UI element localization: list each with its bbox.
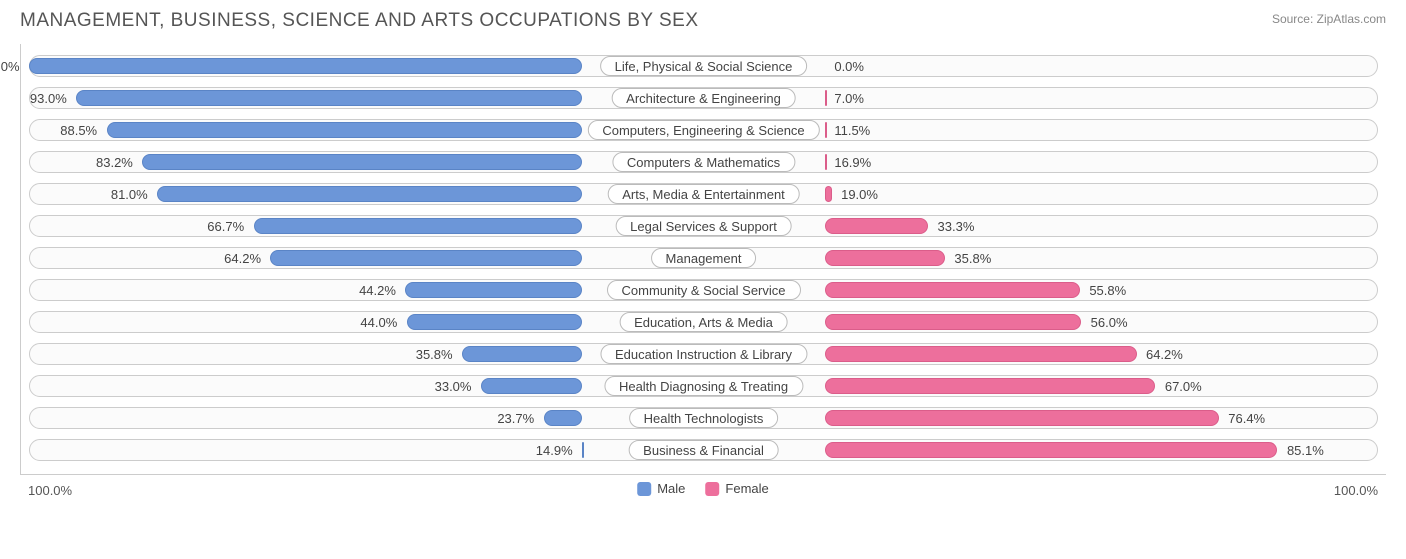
male-bar: [544, 410, 582, 426]
female-bar: [825, 250, 945, 266]
male-value: 88.5%: [60, 116, 97, 144]
female-bar: [825, 378, 1156, 394]
male-bar: [254, 218, 582, 234]
category-label: Legal Services & Support: [615, 216, 792, 236]
female-value: 11.5%: [834, 116, 870, 144]
category-label: Computers & Mathematics: [612, 152, 795, 172]
male-bar: [157, 186, 582, 202]
chart-row: Community & Social Service 44.2% 55.8%: [29, 276, 1378, 304]
category-label: Health Diagnosing & Treating: [604, 376, 803, 396]
female-value: 33.3%: [938, 212, 975, 240]
female-bar: [825, 154, 827, 170]
female-bar: [825, 442, 1278, 458]
category-label: Community & Social Service: [607, 280, 801, 300]
category-label: Arts, Media & Entertainment: [607, 184, 800, 204]
chart-area: Life, Physical & Social Science100.0%0.0…: [20, 44, 1386, 475]
chart-row: Computers & Mathematics 83.2% 16.9%: [29, 148, 1378, 176]
legend-male-label: Male: [657, 481, 685, 496]
chart-row: Management 64.2% 35.8%: [29, 244, 1378, 272]
chart-title: MANAGEMENT, BUSINESS, SCIENCE AND ARTS O…: [20, 10, 699, 32]
female-bar: [825, 122, 827, 138]
chart-row: Business & Financial 14.9% 85.1%: [29, 436, 1378, 464]
female-value: 76.4%: [1228, 404, 1265, 432]
axis-right-label: 100.0%: [1334, 483, 1378, 498]
female-bar: [825, 410, 1219, 426]
source-name: ZipAtlas.com: [1317, 12, 1386, 26]
male-value: 64.2%: [224, 244, 261, 272]
female-bar: [825, 346, 1137, 362]
female-value: 35.8%: [954, 244, 991, 272]
male-bar: [481, 378, 582, 394]
male-value: 83.2%: [96, 148, 133, 176]
female-value: 55.8%: [1089, 276, 1126, 304]
female-bar: [825, 282, 1080, 298]
chart-source: Source: ZipAtlas.com: [1272, 10, 1386, 26]
chart-row: Education Instruction & Library 35.8% 64.2…: [29, 340, 1378, 368]
chart-row: Computers, Engineering & Science 88.5% 11.…: [29, 116, 1378, 144]
male-bar: [270, 250, 582, 266]
chart-row: Health Diagnosing & Treating 33.0% 67.0%: [29, 372, 1378, 400]
male-bar: [462, 346, 582, 362]
male-value: 100.0%: [0, 52, 20, 80]
female-bar: [825, 186, 832, 202]
male-bar: [405, 282, 582, 298]
chart-row: Arts, Media & Entertainment 81.0% 19.0%: [29, 180, 1378, 208]
chart-row: Life, Physical & Social Science100.0%0.0…: [29, 52, 1378, 80]
male-bar: [407, 314, 582, 330]
male-value: 33.0%: [435, 372, 472, 400]
category-label: Business & Financial: [628, 440, 779, 460]
male-bar: [107, 122, 583, 138]
chart-footer: 100.0% Male Female 100.0%: [20, 479, 1386, 505]
female-value: 56.0%: [1091, 308, 1128, 336]
male-bar: [29, 58, 582, 74]
legend-female-swatch: [705, 482, 719, 496]
legend-male-swatch: [637, 482, 651, 496]
female-value: 85.1%: [1287, 436, 1324, 464]
chart-row: Legal Services & Support 66.7% 33.3%: [29, 212, 1378, 240]
male-value: 23.7%: [497, 404, 534, 432]
female-value: 7.0%: [834, 84, 864, 112]
category-label: Architecture & Engineering: [611, 88, 796, 108]
category-label: Education Instruction & Library: [600, 344, 807, 364]
category-label: Life, Physical & Social Science: [600, 56, 808, 76]
axis-left-label: 100.0%: [28, 483, 72, 498]
female-bar: [825, 314, 1081, 330]
legend: Male Female: [637, 481, 769, 496]
chart-header: MANAGEMENT, BUSINESS, SCIENCE AND ARTS O…: [20, 10, 1386, 32]
legend-female-label: Female: [725, 481, 768, 496]
male-bar: [76, 90, 582, 106]
male-value: 44.2%: [359, 276, 396, 304]
female-value: 67.0%: [1165, 372, 1202, 400]
male-value: 93.0%: [30, 84, 67, 112]
category-label: Health Technologists: [629, 408, 779, 428]
chart-row: Education, Arts & Media 44.0% 56.0%: [29, 308, 1378, 336]
legend-male: Male: [637, 481, 685, 496]
male-value: 14.9%: [536, 436, 573, 464]
legend-female: Female: [705, 481, 768, 496]
chart-row: Architecture & Engineering 93.0% 7.0%: [29, 84, 1378, 112]
female-bar: [825, 90, 827, 106]
male-value: 81.0%: [111, 180, 148, 208]
category-label: Management: [651, 248, 757, 268]
chart-row: Health Technologists 23.7% 76.4%: [29, 404, 1378, 432]
female-value: 0.0%: [834, 52, 864, 80]
male-value: 66.7%: [207, 212, 244, 240]
male-value: 44.0%: [360, 308, 397, 336]
source-label: Source:: [1272, 12, 1313, 26]
female-value: 19.0%: [841, 180, 878, 208]
female-value: 16.9%: [834, 148, 871, 176]
female-bar: [825, 218, 928, 234]
female-value: 64.2%: [1146, 340, 1183, 368]
male-bar: [582, 442, 584, 458]
category-label: Education, Arts & Media: [619, 312, 788, 332]
male-bar: [142, 154, 582, 170]
category-label: Computers, Engineering & Science: [587, 120, 819, 140]
male-value: 35.8%: [416, 340, 453, 368]
